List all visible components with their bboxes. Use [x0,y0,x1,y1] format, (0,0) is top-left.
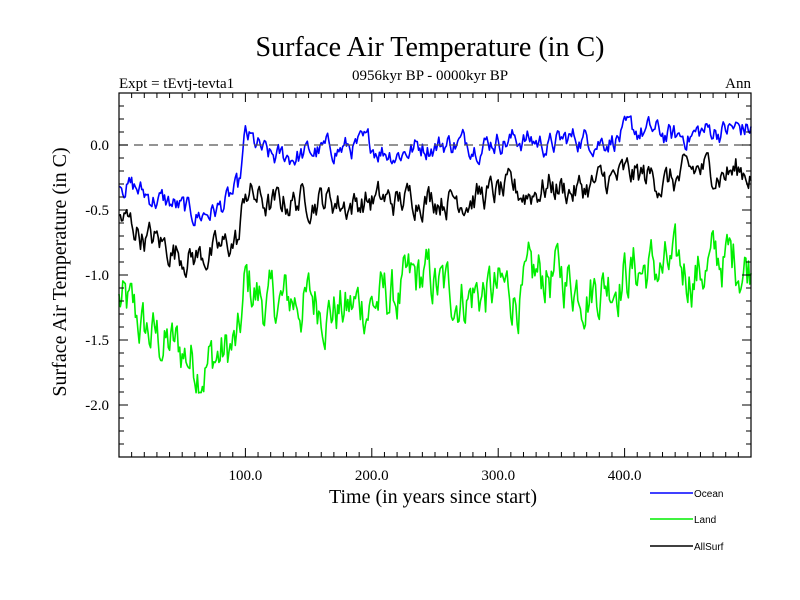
y-tick-label: -2.0 [85,398,109,414]
legend: Ocean Land AllSurf [650,489,724,553]
legend-label-ocean: Ocean [694,489,723,500]
series-line-land [118,223,752,394]
y-tick-label: -1.0 [85,268,109,284]
chart-subtitle: 0956kyr BP - 0000kyr BP [352,68,508,84]
y-axis-label: Surface Air Temperature (in C) [49,147,71,396]
season-label: Ann [725,76,751,92]
y-tick-label: 0.0 [90,138,109,154]
x-tick-label: 300.0 [481,468,515,484]
x-axis-label: Time (in years since start) [329,486,537,508]
legend-label-land: Land [694,515,716,526]
y-tick-label: -0.5 [85,203,109,219]
x-tick-label: 200.0 [355,468,389,484]
legend-label-allsurf: AllSurf [694,542,724,553]
series-layer [118,115,752,394]
experiment-label: Expt = tEvtj-tevta1 [119,76,234,92]
y-tick-label: -1.5 [85,333,109,349]
chart-title: Surface Air Temperature (in C) [256,32,605,63]
axes-layer: 100.0 200.0 300.0 400.0 0.0 -0.5 -1.0 -1.5 -2.0 [85,92,752,484]
series-line-ocean [118,115,752,227]
x-tick-label: 100.0 [229,468,263,484]
x-tick-label: 400.0 [608,468,642,484]
series-line-allsurf [118,152,752,279]
